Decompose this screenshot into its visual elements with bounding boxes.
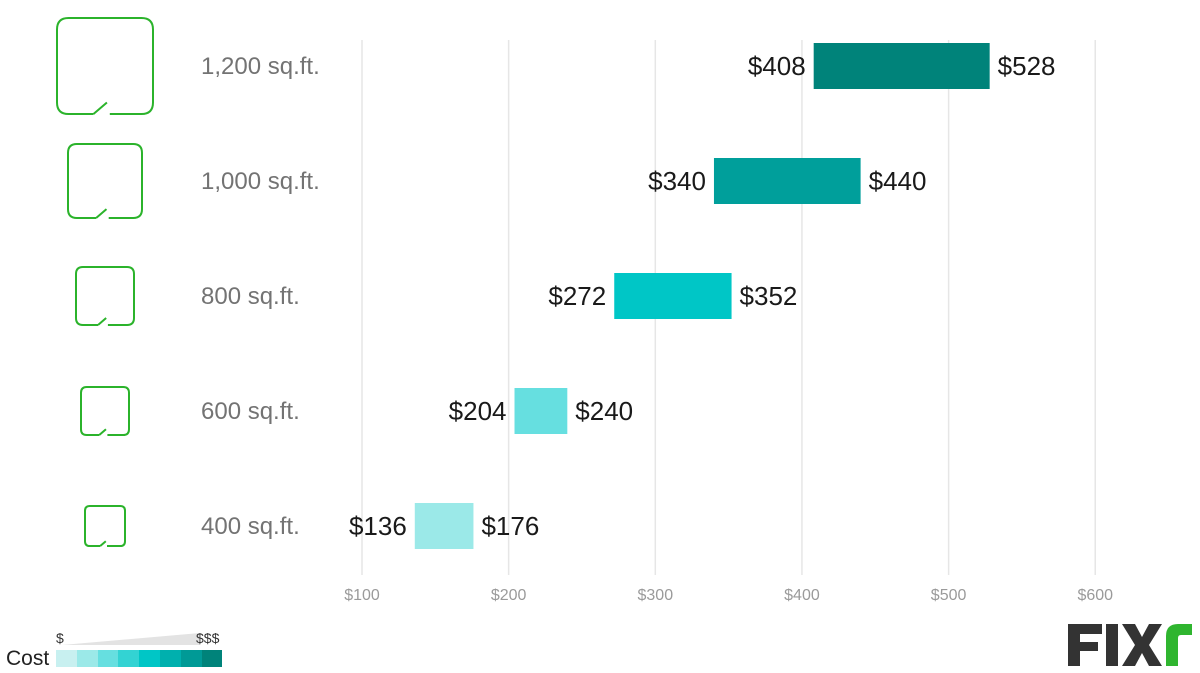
- category-label: 1,000 sq.ft.: [201, 168, 320, 195]
- labels: $100 $200 $300 $400 $500 $600 1,200 sq.ft. $408…: [201, 51, 1113, 604]
- legend-swatch: [159, 650, 181, 667]
- high-value-label: $528: [998, 51, 1056, 81]
- category-label: 600 sq.ft.: [201, 398, 300, 425]
- x-tick-label: $100: [344, 587, 380, 604]
- low-value-label: $408: [748, 51, 806, 81]
- legend-swatch: [56, 650, 77, 667]
- x-tick-label: $300: [638, 587, 674, 604]
- range-bar: [414, 503, 474, 549]
- room-size-icon: [84, 505, 126, 547]
- category-label: 800 sq.ft.: [201, 283, 300, 310]
- low-value-label: $136: [349, 511, 407, 541]
- legend-swatch: [76, 650, 98, 667]
- x-tick-label: $600: [1077, 587, 1113, 604]
- logo-r-icon: [1166, 624, 1192, 666]
- legend-low-label: $: [56, 630, 64, 646]
- x-tick-label: $500: [931, 587, 967, 604]
- legend-swatch: [97, 650, 119, 667]
- legend-swatches: [56, 650, 223, 667]
- high-value-label: $352: [740, 281, 798, 311]
- range-bar: [514, 388, 568, 434]
- range-bar: [713, 158, 861, 204]
- room-size-icon: [75, 266, 135, 326]
- high-value-label: $240: [575, 396, 633, 426]
- range-bar: [813, 43, 990, 89]
- x-tick-label: $200: [491, 587, 527, 604]
- category-label: 1,200 sq.ft.: [201, 53, 320, 80]
- legend-swatch: [201, 650, 223, 667]
- category-label: 400 sq.ft.: [201, 513, 300, 540]
- room-icons: [56, 17, 154, 547]
- legend-swatch: [180, 650, 202, 667]
- fixr-logo: [1068, 624, 1192, 666]
- high-value-label: $176: [481, 511, 539, 541]
- legend-swatch: [139, 650, 160, 667]
- cost-legend: $ $$$ Cost: [6, 630, 236, 670]
- room-size-icon: [80, 386, 130, 436]
- high-value-label: $440: [869, 166, 927, 196]
- low-value-label: $340: [648, 166, 706, 196]
- legend-swatch: [118, 650, 140, 667]
- cost-range-chart: $100 $200 $300 $400 $500 $600 1,200 sq.ft. $408…: [56, 17, 1113, 604]
- room-size-icon: [67, 143, 143, 219]
- range-bars: [414, 43, 990, 549]
- room-size-icon: [56, 17, 154, 115]
- x-tick-label: $400: [784, 587, 820, 604]
- low-value-label: $272: [548, 281, 606, 311]
- legend-wedge-icon: [62, 633, 200, 645]
- legend-title: Cost: [6, 647, 50, 670]
- low-value-label: $204: [449, 396, 507, 426]
- logo-letters: [1068, 624, 1162, 666]
- legend-high-label: $$$: [196, 630, 220, 646]
- range-bar: [614, 273, 732, 319]
